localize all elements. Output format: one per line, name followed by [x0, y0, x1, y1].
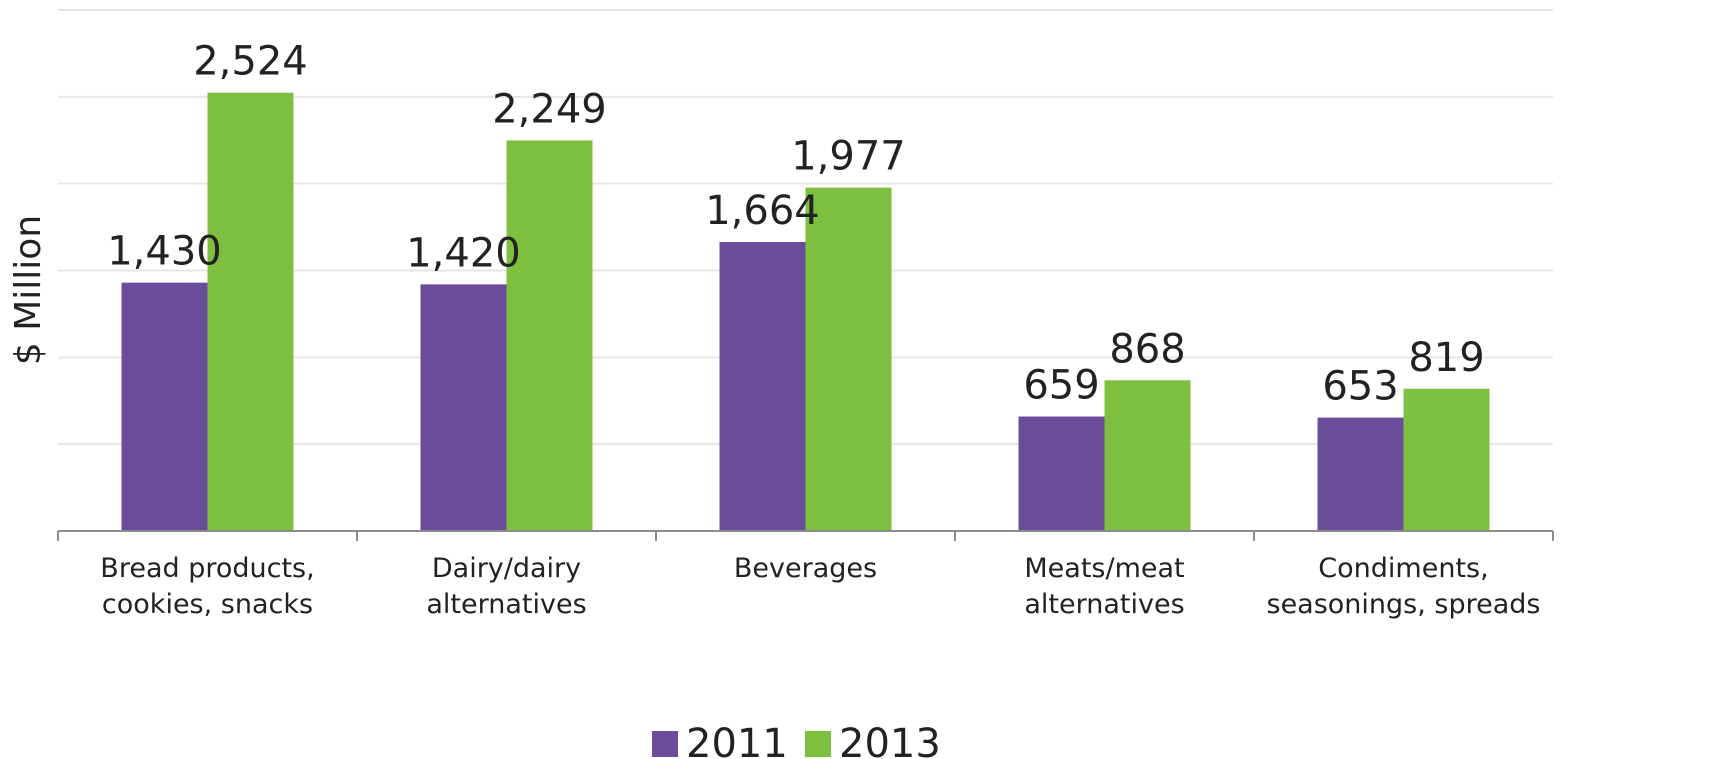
value-label-2011-4: 653	[1322, 364, 1398, 410]
legend-swatch-2011	[652, 731, 678, 757]
x-axis	[57, 530, 1554, 541]
value-label-2011-2: 1,664	[705, 188, 820, 234]
legend: 2011 2013	[652, 721, 941, 759]
value-label-2013-1: 2,249	[492, 86, 607, 132]
value-label-2011-3: 659	[1023, 363, 1099, 409]
value-label-2013-3: 868	[1109, 326, 1185, 372]
value-label-2013-2: 1,977	[791, 134, 906, 180]
bar-2013-3	[1104, 380, 1191, 531]
bar-2013-2	[805, 187, 892, 531]
category-labels: Bread products, cookies, snacks Dairy/dair…	[100, 553, 1540, 620]
category-label-2: Beverages	[734, 553, 877, 584]
category-label-line: alternatives	[1024, 589, 1184, 620]
category-label-line: alternatives	[426, 589, 586, 620]
category-label-line: cookies, snacks	[102, 589, 313, 620]
value-label-2011-1: 1,420	[406, 230, 521, 276]
value-label-2013-4: 819	[1408, 335, 1484, 381]
bar-2013-0	[207, 92, 294, 531]
legend-swatch-2013	[805, 731, 831, 757]
category-label-line: Bread products,	[100, 553, 314, 584]
value-label-2013-0: 2,524	[193, 39, 308, 85]
bar-2011-1	[420, 284, 507, 531]
category-label-line: seasonings, spreads	[1267, 589, 1541, 620]
category-label-line: Meats/meat	[1024, 553, 1184, 584]
category-label-4: Condiments, seasonings, spreads	[1267, 553, 1541, 620]
category-label-0: Bread products, cookies, snacks	[100, 553, 314, 620]
bar-2011-3	[1018, 416, 1105, 531]
bar-2013-1	[506, 140, 593, 532]
bars	[121, 92, 1490, 532]
category-label-line: Beverages	[734, 553, 877, 584]
bar-2011-4	[1317, 417, 1404, 531]
legend-label-2013: 2013	[839, 721, 941, 759]
category-label-3: Meats/meat alternatives	[1024, 553, 1184, 620]
y-axis-label: $ Million	[8, 215, 49, 365]
category-label-line: Dairy/dairy	[432, 553, 581, 584]
legend-label-2011: 2011	[686, 721, 788, 759]
bar-2011-2	[719, 242, 806, 531]
category-label-1: Dairy/dairy alternatives	[426, 553, 586, 620]
value-label-2011-0: 1,430	[107, 229, 222, 275]
bar-2013-4	[1403, 388, 1490, 531]
category-label-line: Condiments,	[1318, 553, 1488, 584]
bar-2011-0	[121, 282, 208, 531]
